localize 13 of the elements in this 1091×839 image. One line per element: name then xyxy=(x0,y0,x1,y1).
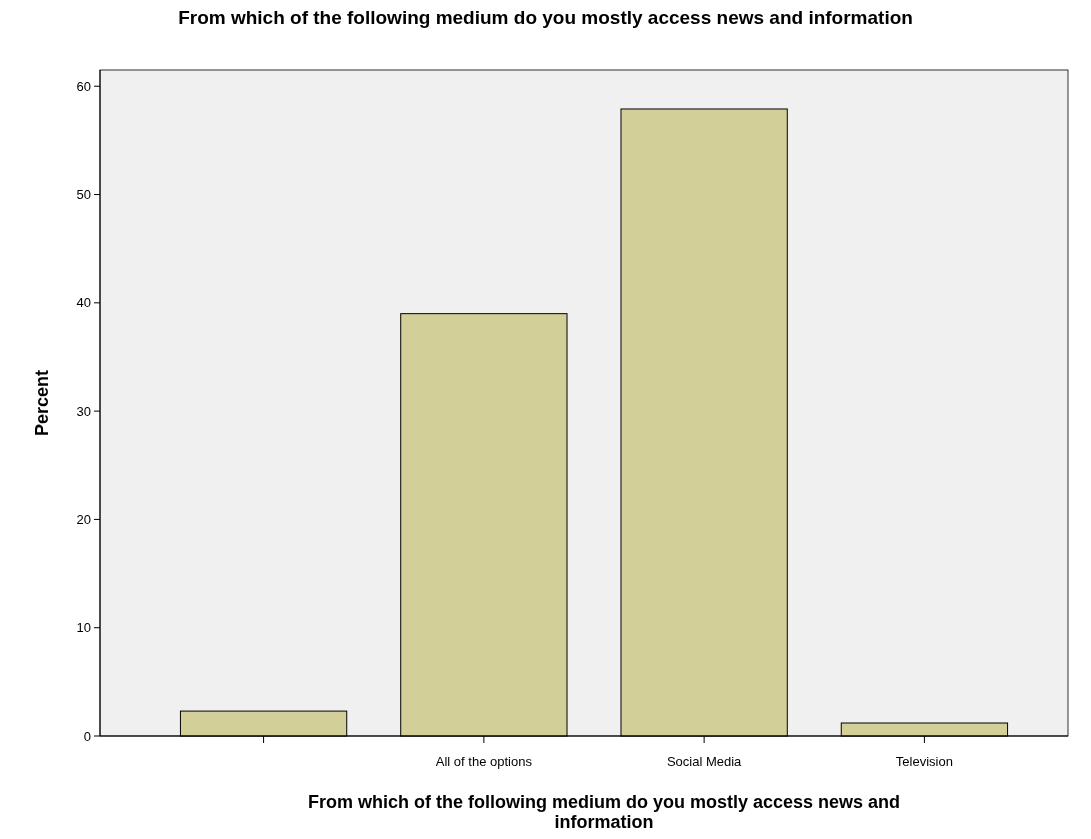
y-tick-label: 30 xyxy=(76,403,91,419)
x-tick-label: Social Media xyxy=(666,754,743,769)
y-tick-label: 0 xyxy=(83,728,91,744)
x-axis-title: From which of the following medium do you mostly access news and information xyxy=(307,792,901,832)
x-tick-label: All of the options xyxy=(435,754,533,769)
y-tick-label: 60 xyxy=(76,78,91,94)
y-tick-label: 50 xyxy=(76,187,91,203)
y-tick-label: 10 xyxy=(76,620,91,636)
x-tick-label: Television xyxy=(895,754,953,769)
y-axis-title: Percent xyxy=(32,369,52,437)
chart-title: From which of the following medium do you mostly access news and information xyxy=(178,7,913,28)
y-tick-label: 40 xyxy=(76,295,91,311)
y-tick-label: 20 xyxy=(76,511,91,527)
